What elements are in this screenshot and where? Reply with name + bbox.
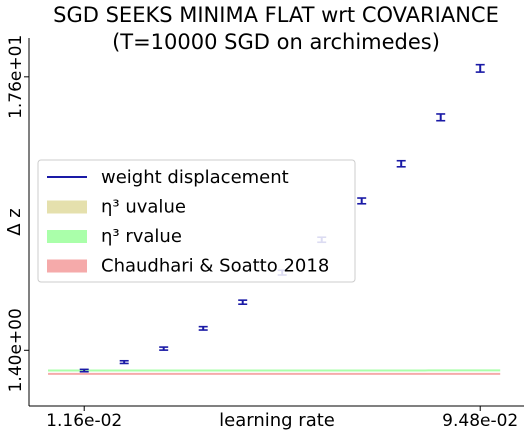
legend-frame <box>37 159 356 283</box>
errorbar-point <box>238 299 248 306</box>
errorbar-point <box>119 359 129 365</box>
x-tick-label: 9.48e-02 <box>442 411 518 431</box>
legend-label-0: weight displacement <box>101 167 289 188</box>
legend-label-2: η³ rvalue <box>101 226 182 247</box>
errorbar-point <box>198 325 208 331</box>
errorbar-point <box>475 63 485 73</box>
errorbar-point <box>79 368 89 373</box>
errorbar-point <box>159 346 169 351</box>
y-axis-label: Δ z <box>4 208 25 235</box>
legend-swatch-2 <box>47 230 87 243</box>
legend-swatch-3 <box>47 259 87 273</box>
chart-title-line2: (T=10000 SGD on archimedes) <box>112 30 440 54</box>
legend-swatch-1 <box>47 200 87 214</box>
chart-title-line1: SGD SEEKS MINIMA FLAT wrt COVARIANCE <box>53 3 499 27</box>
errorbar-point <box>357 197 367 205</box>
legend-label-3: Chaudhari & Soatto 2018 <box>101 256 329 277</box>
x-axis-label: learning rate <box>219 410 335 431</box>
errorbar-point <box>396 159 406 168</box>
y-tick-label: 1.76e+01 <box>6 35 26 119</box>
errorbar-point <box>436 113 446 122</box>
y-tick-label: 1.40e+00 <box>6 308 26 392</box>
x-tick-label: 1.16e-02 <box>46 411 122 431</box>
legend-label-1: η³ uvalue <box>101 197 186 218</box>
axis-ticks: 1.16e-02 9.48e-02 1.40e+00 1.76e+01 <box>6 35 518 431</box>
legend: weight displacement η³ uvalue η³ rvalue Cha… <box>37 159 356 283</box>
